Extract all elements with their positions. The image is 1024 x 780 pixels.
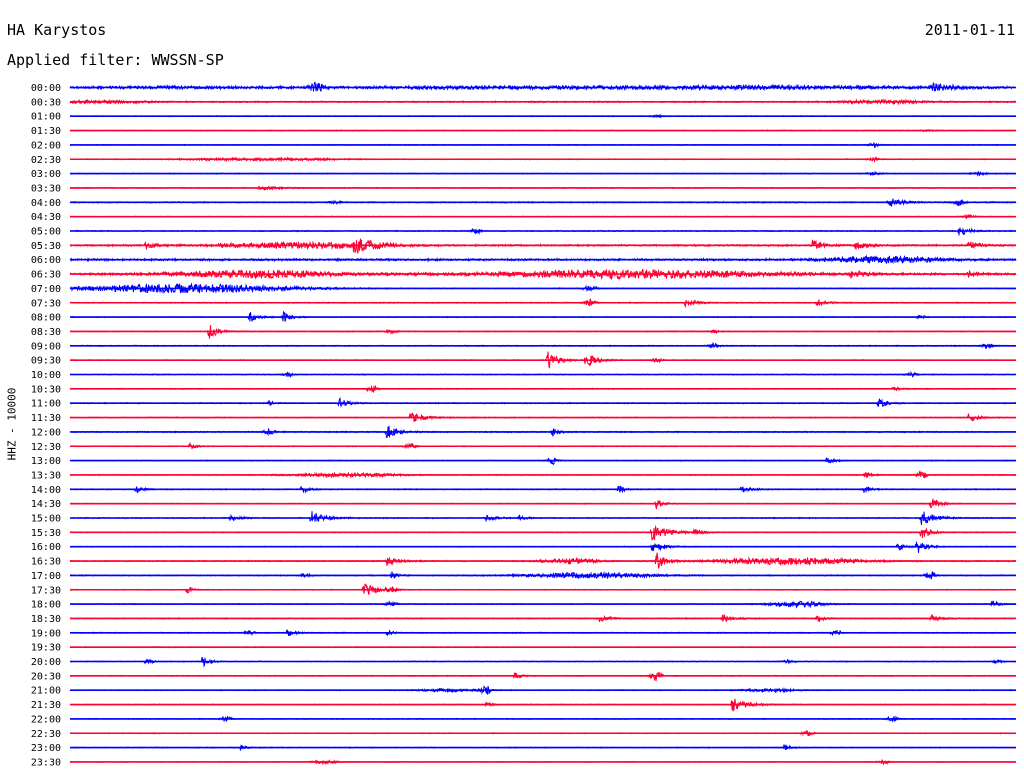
time-tick-label: 11:00 [31, 399, 61, 410]
time-tick-label: 21:00 [31, 686, 61, 697]
time-tick-label: 06:00 [31, 255, 61, 266]
time-tick-label: 18:00 [31, 600, 61, 611]
time-tick-label: 15:30 [31, 528, 61, 539]
time-tick-label: 00:00 [31, 83, 61, 94]
seismic-trace-1530 [69, 524, 1017, 541]
time-tick-label: 16:00 [31, 542, 61, 553]
time-tick-label: 12:30 [31, 442, 61, 453]
time-tick-label: 16:30 [31, 557, 61, 568]
filter-label: Applied filter: WWSSN-SP [7, 51, 224, 69]
time-tick-label: 15:00 [31, 514, 61, 525]
time-tick-label: 19:30 [31, 643, 61, 654]
time-tick-label: 01:30 [31, 126, 61, 137]
time-tick-label: 03:30 [31, 183, 61, 194]
time-tick-label: 04:00 [31, 198, 61, 209]
time-tick-label: 17:00 [31, 571, 61, 582]
time-tick-label: 00:30 [31, 97, 61, 108]
time-tick-label: 19:00 [31, 628, 61, 639]
time-tick-label: 17:30 [31, 585, 61, 596]
time-tick-label: 14:00 [31, 485, 61, 496]
time-tick-label: 07:30 [31, 298, 61, 309]
time-tick-label: 10:30 [31, 384, 61, 395]
time-tick-label: 03:00 [31, 169, 61, 180]
time-tick-label: 14:30 [31, 499, 61, 510]
time-tick-label: 18:30 [31, 614, 61, 625]
seismic-traces [69, 81, 1017, 766]
time-tick-label: 10:00 [31, 370, 61, 381]
time-tick-label: 12:00 [31, 427, 61, 438]
record-date: 2011-01-11 [924, 21, 1015, 39]
time-tick-label: 22:30 [31, 729, 61, 740]
time-tick-label: 04:30 [31, 212, 61, 223]
time-tick-label: 05:00 [31, 227, 61, 238]
time-tick-label: 22:00 [31, 714, 61, 725]
time-tick-label: 11:30 [31, 413, 61, 424]
time-tick-label: 08:00 [31, 313, 61, 324]
time-tick-label: 09:30 [31, 356, 61, 367]
time-tick-label: 05:30 [31, 241, 61, 252]
time-tick-label: 06:30 [31, 270, 61, 281]
time-tick-label: 23:30 [31, 757, 61, 768]
time-tick-label: 09:00 [31, 341, 61, 352]
time-tick-label: 08:30 [31, 327, 61, 338]
time-tick-label: 01:00 [31, 112, 61, 123]
time-tick-label: 23:00 [31, 743, 61, 754]
time-tick-label: 13:00 [31, 456, 61, 467]
time-tick-labels: 00:00 00:30 01:00 01:30 02:00 02:30 03:00 03:30… [31, 83, 61, 768]
time-tick-label: 02:00 [31, 140, 61, 151]
time-tick-label: 07:00 [31, 284, 61, 295]
station-title: HA Karystos [7, 21, 107, 39]
time-tick-label: 13:30 [31, 470, 61, 481]
time-tick-label: 02:30 [31, 155, 61, 166]
time-tick-label: 20:30 [31, 671, 61, 682]
time-tick-label: 20:00 [31, 657, 61, 668]
time-tick-label: 21:30 [31, 700, 61, 711]
